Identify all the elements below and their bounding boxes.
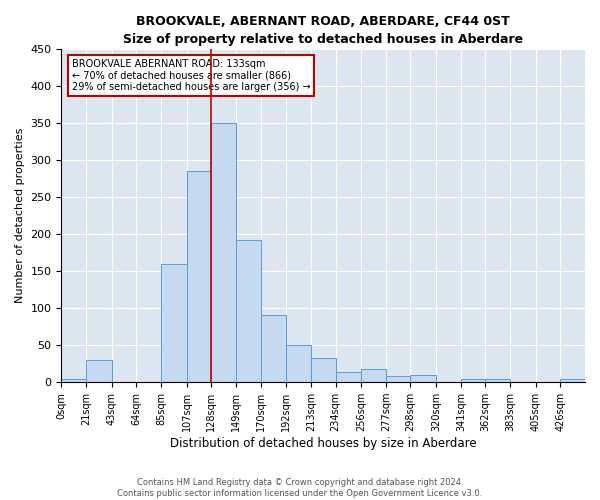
Bar [560,380,585,382]
Title: BROOKVALE, ABERNANT ROAD, ABERDARE, CF44 0ST
Size of property relative to detach: BROOKVALE, ABERNANT ROAD, ABERDARE, CF44… [123,15,523,46]
Bar [61,380,86,382]
Y-axis label: Number of detached properties: Number of detached properties [15,128,25,303]
Bar [461,378,485,382]
Bar [386,376,410,382]
Bar [86,360,112,382]
Bar [311,358,335,382]
Bar [361,369,386,382]
Text: BROOKVALE ABERNANT ROAD: 133sqm
← 70% of detached houses are smaller (866)
29% o: BROOKVALE ABERNANT ROAD: 133sqm ← 70% of… [72,58,310,92]
Bar [260,314,286,382]
Bar [485,378,510,382]
Bar [286,345,311,382]
Text: Contains HM Land Registry data © Crown copyright and database right 2024.
Contai: Contains HM Land Registry data © Crown c… [118,478,482,498]
Bar [161,264,187,382]
Bar [335,372,361,382]
Bar [187,171,211,382]
Bar [236,240,260,382]
Bar [410,375,436,382]
X-axis label: Distribution of detached houses by size in Aberdare: Distribution of detached houses by size … [170,437,476,450]
Bar [211,122,236,382]
